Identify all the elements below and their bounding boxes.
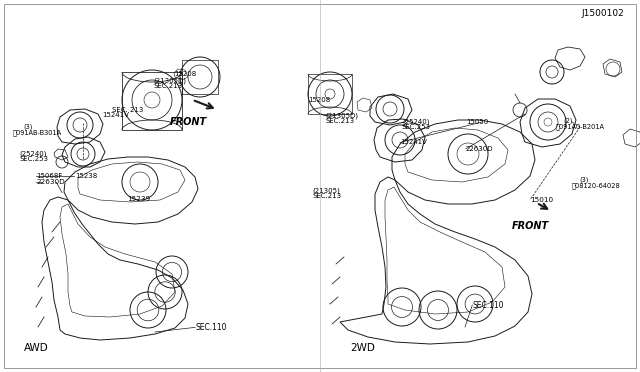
Bar [308,74,352,114]
Text: 22630D: 22630D [36,179,65,185]
Text: FRONT: FRONT [512,221,549,231]
Text: (21305): (21305) [312,187,340,194]
Text: Ⓑ08120-64028: Ⓑ08120-64028 [572,183,620,189]
Text: AWD: AWD [24,343,49,353]
Text: SEC.253: SEC.253 [402,124,431,130]
Text: 22630D: 22630D [466,146,493,152]
Text: 15241V: 15241V [102,112,129,118]
Text: J1500102: J1500102 [581,9,624,18]
Text: 15208: 15208 [308,97,331,103]
Text: (2): (2) [563,118,573,124]
Text: 2WD: 2WD [351,343,376,353]
Bar [182,60,218,94]
Text: (3): (3) [579,177,589,183]
Text: (25240): (25240) [402,118,429,125]
Text: (21305D): (21305D) [154,77,187,84]
Text: 15239: 15239 [127,196,150,202]
Text: 15241V: 15241V [400,140,427,145]
Text: (3): (3) [24,124,33,131]
Text: SEC.213: SEC.213 [312,193,342,199]
Text: (25240): (25240) [19,150,47,157]
Text: SEC.110: SEC.110 [195,323,227,332]
Text: Ⓑ091A0-B201A: Ⓑ091A0-B201A [556,123,605,130]
Text: SEC. 213: SEC. 213 [112,107,143,113]
Text: 15068F: 15068F [36,173,63,179]
Text: SEC.213: SEC.213 [154,83,183,89]
Text: 15050: 15050 [466,119,488,125]
Text: SEC.110: SEC.110 [472,301,504,310]
Text: FRONT: FRONT [170,117,207,127]
Text: SEC.213: SEC.213 [325,118,355,124]
Text: SEC.253: SEC.253 [19,156,48,162]
Text: 15238: 15238 [76,173,98,179]
Text: 15010: 15010 [530,197,553,203]
Bar [122,72,182,130]
Text: Ⓑ091AB-B301A: Ⓑ091AB-B301A [13,130,62,137]
Text: (21305D): (21305D) [325,112,358,119]
Text: 15208: 15208 [174,71,196,77]
